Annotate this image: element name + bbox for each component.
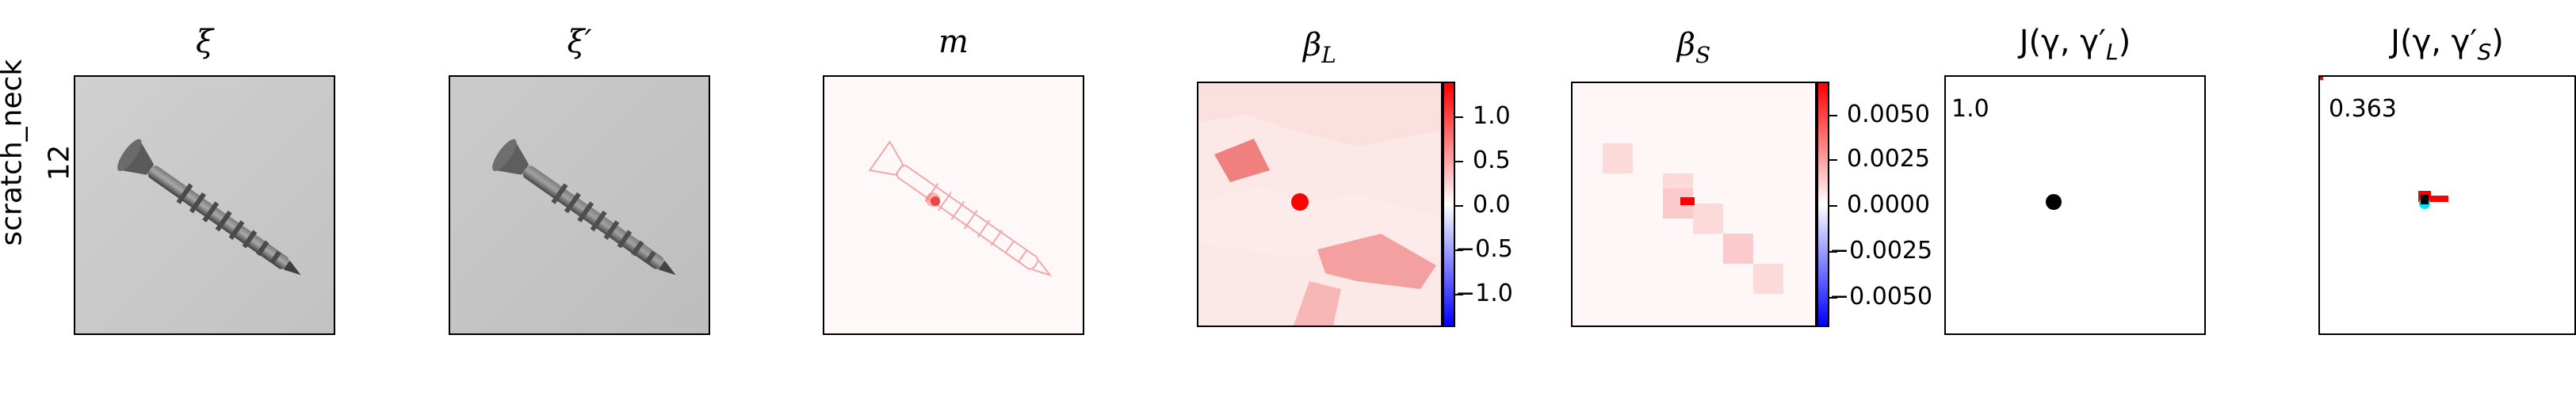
panel-title-xi: ξ <box>195 24 214 60</box>
colorbar-beta-s <box>1817 82 1829 327</box>
row-label-index: 12 <box>43 144 76 181</box>
screw-image-reconstructed <box>450 77 709 333</box>
colorbar-tick-mark <box>1455 294 1463 295</box>
colorbar-beta-s-tick-1: 0.0050 <box>1847 101 1930 128</box>
colorbar-beta-l-tick-2: 0.5 <box>1473 147 1511 174</box>
colorbar-beta-l-tick-4: −0.5 <box>1455 235 1513 263</box>
colorbar-beta-s-tick-2: 0.0025 <box>1847 145 1930 173</box>
panel-beta-l-map <box>1197 82 1443 327</box>
panel-title-j-l: J(γ, γ′L) <box>2019 24 2131 65</box>
colorbar-beta-l <box>1443 82 1455 327</box>
row-label: scratch_neck 12 <box>0 32 76 348</box>
j-s-score: 0.363 <box>2329 95 2397 123</box>
colorbar-tick-mark <box>1455 116 1463 118</box>
screw-image <box>75 77 334 333</box>
colorbar-beta-s-tick-3: 0.0000 <box>1847 191 1930 219</box>
panel-j-s <box>2318 75 2576 335</box>
beta-l-heatmap <box>1198 83 1441 326</box>
j-l-score: 1.0 <box>1951 95 1989 123</box>
panel-title-xi-prime: ξ′ <box>567 24 592 60</box>
colorbar-beta-s-tick-5: −0.0050 <box>1829 283 1933 310</box>
row-label-class: scratch_neck <box>0 59 29 246</box>
colorbar-beta-l-tick-3: 0.0 <box>1473 191 1511 219</box>
panel-title-m: m <box>938 24 969 60</box>
panel-title-beta-s: βS <box>1676 27 1711 68</box>
colorbar-tick-mark <box>1455 249 1463 251</box>
panel-m-map <box>823 75 1084 335</box>
j-l-mask <box>1946 77 2204 333</box>
j-s-mask <box>2320 77 2574 333</box>
colorbar-tick-mark <box>1455 205 1463 207</box>
colorbar-beta-l-tick-1: 1.0 <box>1473 102 1511 130</box>
colorbar-beta-s-tick-4: −0.0025 <box>1829 237 1933 265</box>
panel-xi-prime-image <box>449 75 710 335</box>
colorbar-tick-mark <box>1455 161 1463 162</box>
beta-s-heatmap <box>1573 83 1815 326</box>
colorbar-tick-mark <box>1829 159 1837 161</box>
panel-xi-image <box>74 75 335 335</box>
panel-title-j-s: J(γ, γ′S) <box>2391 24 2504 65</box>
colorbar-tick-mark <box>1829 205 1837 207</box>
panel-beta-s-map <box>1571 82 1817 327</box>
panel-title-beta-l: βL <box>1303 27 1336 68</box>
panel-j-l <box>1944 75 2206 335</box>
colorbar-tick-mark <box>1829 297 1837 299</box>
difference-map <box>824 77 1083 333</box>
colorbar-beta-l-tick-5: −1.0 <box>1455 280 1513 307</box>
colorbar-tick-mark <box>1829 115 1837 116</box>
colorbar-tick-mark <box>1829 251 1837 253</box>
